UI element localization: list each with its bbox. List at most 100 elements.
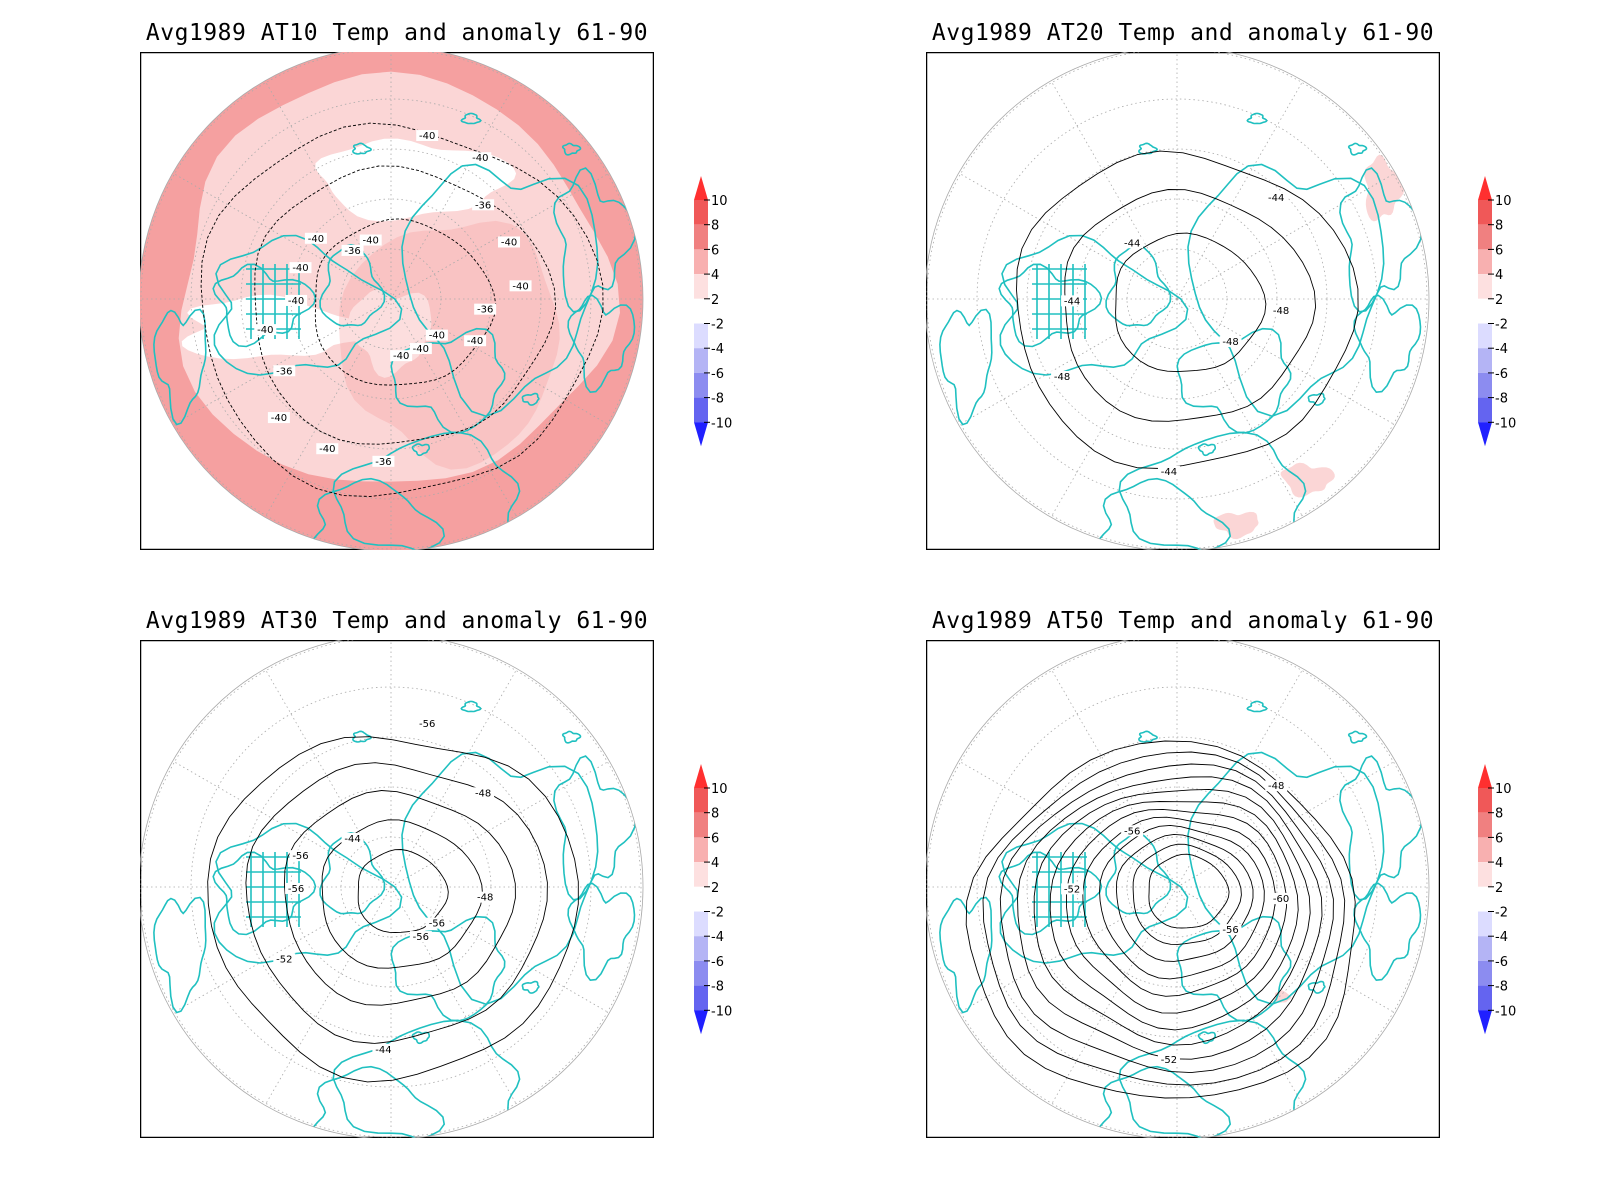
contour-label: -52 <box>1064 884 1080 895</box>
legend-tick-label: 4 <box>711 856 719 871</box>
meridian-line <box>390 80 518 300</box>
legend-tick-label: 4 <box>711 268 719 283</box>
panel-title: Avg1989 AT10 Temp and anomaly 61-90 <box>145 20 649 46</box>
legend-tick-label: 6 <box>711 243 719 258</box>
latitude-circle <box>140 636 642 1138</box>
contour-label: -40 <box>467 336 483 347</box>
legend-tick-label: 2 <box>1495 293 1503 308</box>
colorbar-legend: 10 8 6 4 2 -2 -4 -6 -8 -10 <box>1478 174 1538 454</box>
meridian-line <box>1176 668 1304 888</box>
legend-tick-label: 10 <box>711 782 728 797</box>
legend-tick-label: 6 <box>1495 243 1503 258</box>
contour-label: -52 <box>1161 1055 1177 1066</box>
legend-swatch <box>694 960 708 986</box>
meridian-line <box>1176 80 1304 300</box>
contour-label: -56 <box>292 851 308 862</box>
legend-tick-label: -2 <box>1495 906 1508 921</box>
contour-label: -40 <box>472 153 488 164</box>
contour-label: -48 <box>1268 781 1284 792</box>
legend-tick-label: 2 <box>711 293 719 308</box>
legend-tick-label: -6 <box>1495 367 1508 382</box>
contour-label: -56 <box>429 919 445 930</box>
legend-tick-label: -2 <box>711 906 724 921</box>
legend-tick-label: -6 <box>711 955 724 970</box>
legend-swatch <box>694 274 708 299</box>
legend-swatch <box>694 323 708 349</box>
legend-arrow-up <box>694 764 708 788</box>
contour-label: -40 <box>308 234 324 245</box>
contour-label: -40 <box>413 344 429 355</box>
meridian-line <box>264 298 392 518</box>
contour-label: -56 <box>413 932 429 943</box>
contour-label: -40 <box>429 331 445 342</box>
legend-tick-label: -6 <box>1495 955 1508 970</box>
legend-swatch <box>1478 936 1492 961</box>
panel-at50: Avg1989 AT50 Temp and anomaly 61-90 -56 -… <box>924 608 1441 1140</box>
legend-tick-label: -4 <box>1495 930 1508 945</box>
legend-arrow-down <box>694 1010 708 1035</box>
contour-lines <box>1016 150 1359 469</box>
legend-tick-label: -2 <box>1495 318 1508 333</box>
contour-label: -40 <box>363 236 379 247</box>
contour-label: -40 <box>501 237 517 248</box>
latitude-circle <box>976 98 1378 500</box>
meridian-line <box>390 172 610 300</box>
legend-tick-label: 10 <box>1495 194 1512 209</box>
latitude-circle <box>190 686 592 1088</box>
legend-swatch <box>694 372 708 398</box>
legend-tick-label: -4 <box>1495 342 1508 357</box>
polar-map: -56-56-48-44-44-48-52-56-56-56 <box>138 634 655 1140</box>
legend-swatch <box>694 348 708 373</box>
legend-swatch <box>1478 348 1492 373</box>
meridian-line <box>390 298 518 518</box>
legend-tick-label: 4 <box>1495 856 1503 871</box>
contour-label: -48 <box>1054 372 1070 383</box>
meridian-line <box>172 886 392 1014</box>
coastlines <box>153 700 637 1139</box>
panel-title: Avg1989 AT50 Temp and anomaly 61-90 <box>931 608 1435 634</box>
legend-tick-label: 8 <box>1495 219 1503 234</box>
legend-tick-label: 2 <box>1495 881 1503 896</box>
legend-swatch <box>1478 837 1492 863</box>
contour-lines <box>965 740 1356 1099</box>
legend-tick-label: -4 <box>711 930 724 945</box>
legend-arrow-down <box>1478 422 1492 447</box>
contour-label: -40 <box>512 281 528 292</box>
contour-label: -36 <box>475 200 491 211</box>
latitude-circle <box>140 48 642 550</box>
contour-label: -40 <box>319 444 335 455</box>
contour-label: -56 <box>1124 826 1140 837</box>
contour-label: -40 <box>288 296 304 307</box>
panel-at30: Avg1989 AT30 Temp and anomaly 61-90 -56-… <box>138 608 655 1140</box>
legend-swatch <box>1478 812 1492 838</box>
legend-swatch <box>694 837 708 863</box>
latitude-circle <box>926 48 1428 550</box>
legend-tick-label: -10 <box>711 416 732 431</box>
panel-at20: Avg1989 AT20 Temp and anomaly 61-90 -48 -… <box>924 20 1441 552</box>
meridian-line <box>390 886 610 1014</box>
legend-swatch <box>694 911 708 937</box>
contour-label: -36 <box>477 305 493 316</box>
colorbar-legend: 10 8 6 4 2 -2 -4 -6 -8 -10 <box>694 174 754 454</box>
legend-swatch <box>1478 886 1492 912</box>
meridian-line <box>390 298 610 426</box>
contour-label: -48 <box>477 893 493 904</box>
meridian-line <box>172 298 392 426</box>
legend-tick-label: -6 <box>711 367 724 382</box>
latitude-circle <box>926 636 1428 1138</box>
contour-label: -48 <box>475 788 491 799</box>
legend-swatch <box>1478 985 1492 1011</box>
polar-map: -48 -44 -44 -44 -44 -48 -48 <box>924 46 1441 552</box>
map-at20: -48 -44 -44 -44 -44 -48 -48 <box>924 46 1441 552</box>
contour-label: -48 <box>1273 306 1289 317</box>
contour-label: -36 <box>375 457 391 468</box>
legend-tick-label: 8 <box>1495 807 1503 822</box>
legend-swatch <box>694 298 708 324</box>
contour-label: -52 <box>276 954 292 965</box>
legend-arrow-up <box>1478 176 1492 200</box>
legend-swatch <box>1478 862 1492 887</box>
legend-tick-label: 8 <box>711 807 719 822</box>
panel-title: Avg1989 AT20 Temp and anomaly 61-90 <box>931 20 1435 46</box>
legend-arrow-down <box>694 422 708 447</box>
map-at10: -40 -40 -36 -36 -36 -36 -36 -40 -40 -40 -40 -40 -40-… <box>138 46 655 552</box>
